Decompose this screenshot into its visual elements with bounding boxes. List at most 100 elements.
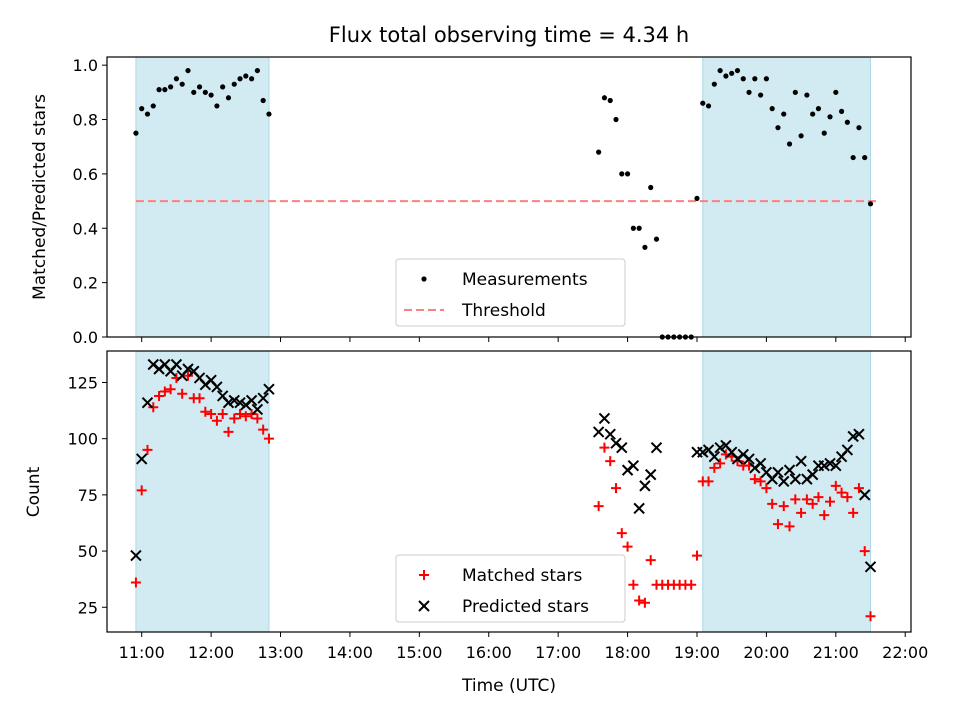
measurement-point-60 xyxy=(804,92,810,98)
predicted-star-point-50 xyxy=(778,475,790,488)
measurement-point-54 xyxy=(769,106,775,112)
matched-star-point-61 xyxy=(807,498,818,509)
measurement-point-58 xyxy=(792,89,798,95)
predicted-star-point-21 xyxy=(251,403,264,416)
predicted-star-point-7 xyxy=(170,358,183,371)
measurement-point-6 xyxy=(168,84,174,90)
matched-star-point-6 xyxy=(165,384,176,395)
top-axes-frame xyxy=(106,56,912,338)
top-x-ticks xyxy=(141,337,906,342)
predicted-star-point-44 xyxy=(743,453,755,465)
measurement-point-9 xyxy=(185,67,191,74)
measurement-point-1 xyxy=(139,106,145,112)
matched-star-point-52 xyxy=(755,476,766,487)
measurement-point-70 xyxy=(862,154,868,161)
measurement-point-63 xyxy=(821,130,827,136)
top-axes: 0.0 0.2 0.4 0.6 0.8 1.0 Matched/Predicted sta… xyxy=(30,56,912,347)
matched-star-point-9 xyxy=(182,370,193,381)
predicted-star-point-30 xyxy=(627,459,640,472)
measurement-point-30 xyxy=(630,225,636,231)
matched-star-point-41 xyxy=(691,550,702,561)
measurement-point-51 xyxy=(752,76,758,82)
top-y-tick-label-3: 0.6 xyxy=(73,165,98,184)
measurement-point-4 xyxy=(156,87,162,93)
measurement-point-50 xyxy=(746,89,752,95)
matched-star-point-56 xyxy=(778,501,789,512)
measurement-point-47 xyxy=(729,70,735,76)
matched-star-point-23 xyxy=(263,433,274,444)
measurement-point-33 xyxy=(648,184,654,191)
measurement-point-57 xyxy=(786,141,793,147)
matched-star-point-58 xyxy=(790,494,801,505)
predicted-star-point-2 xyxy=(141,396,154,409)
measurement-point-28 xyxy=(619,171,625,177)
predicted-star-point-1 xyxy=(135,453,148,465)
measurement-point-41 xyxy=(694,195,700,201)
matched-star-point-22 xyxy=(258,424,269,435)
matched-star-point-31 xyxy=(634,595,645,606)
x-tick-label-1: 12:00 xyxy=(188,643,234,662)
bottom-y-axis-label: Count xyxy=(24,466,44,517)
top-shaded-windows xyxy=(135,56,872,338)
measurement-point-52 xyxy=(758,92,764,98)
matched-star-point-4 xyxy=(154,390,165,401)
matched-star-point-1 xyxy=(136,485,147,496)
bottom-axes: 25 50 75 100 125 11:00 12:00 13:00 14:00 15:00 16… xyxy=(24,350,928,696)
measurement-point-17 xyxy=(231,81,237,87)
top-legend-handle-0 xyxy=(421,276,427,282)
predicted-star-point-65 xyxy=(864,561,877,573)
x-tick-label-9: 20:00 xyxy=(743,643,789,662)
measurement-point-7 xyxy=(173,76,180,82)
counts-series xyxy=(130,358,877,622)
predicted-star-point-49 xyxy=(772,466,784,479)
x-tick-label-11: 22:00 xyxy=(882,643,928,662)
measurement-point-42 xyxy=(700,100,706,106)
matched-star-point-11 xyxy=(194,393,205,404)
predicted-star-point-25 xyxy=(598,412,611,425)
top-legend-label-1: Threshold xyxy=(461,301,546,321)
measurement-point-71 xyxy=(867,201,874,207)
measurement-point-34 xyxy=(653,236,660,242)
top-legend-label-0: Measurements xyxy=(462,270,588,290)
predicted-star-point-46 xyxy=(754,457,767,470)
predicted-star-point-34 xyxy=(650,441,663,454)
matched-star-point-64 xyxy=(825,496,836,507)
matched-star-point-17 xyxy=(229,413,240,424)
matched-star-point-55 xyxy=(772,519,783,530)
matched-star-point-54 xyxy=(767,498,778,509)
top-legend-frame xyxy=(395,258,626,327)
predicted-star-point-26 xyxy=(604,428,616,440)
matched-star-point-14 xyxy=(211,415,222,426)
measurement-point-5 xyxy=(162,87,168,93)
predicted-star-point-24 xyxy=(592,426,605,438)
measurement-point-67 xyxy=(844,119,850,125)
measurement-point-26 xyxy=(607,97,613,104)
matched-star-point-40 xyxy=(686,579,697,590)
measurement-point-32 xyxy=(642,244,648,250)
measurement-point-19 xyxy=(243,73,249,79)
x-tick-label-10: 21:00 xyxy=(813,643,859,662)
predicted-star-point-51 xyxy=(783,464,796,476)
measurement-point-21 xyxy=(254,67,260,74)
measurement-point-0 xyxy=(133,130,139,136)
matched-star-point-27 xyxy=(611,483,622,494)
predicted-star-point-32 xyxy=(639,480,651,492)
predicted-star-point-64 xyxy=(859,489,871,501)
x-tick-label-2: 13:00 xyxy=(257,643,303,662)
bottom-legend-frame xyxy=(395,554,626,623)
predicted-star-point-55 xyxy=(806,468,819,481)
measurement-point-24 xyxy=(596,149,602,155)
matched-star-point-8 xyxy=(177,388,188,399)
measurement-point-48 xyxy=(734,67,741,74)
predicted-star-point-59 xyxy=(830,459,842,472)
measurement-point-2 xyxy=(144,111,151,117)
measurement-point-62 xyxy=(815,106,822,112)
matched-star-point-25 xyxy=(599,442,610,453)
predicted-star-point-63 xyxy=(853,428,865,440)
measurement-point-14 xyxy=(214,103,220,109)
matched-star-point-13 xyxy=(206,408,217,419)
top-y-ticks: 0.0 0.2 0.4 0.6 0.8 1.0 xyxy=(73,56,107,347)
predicted-star-point-22 xyxy=(257,392,269,404)
